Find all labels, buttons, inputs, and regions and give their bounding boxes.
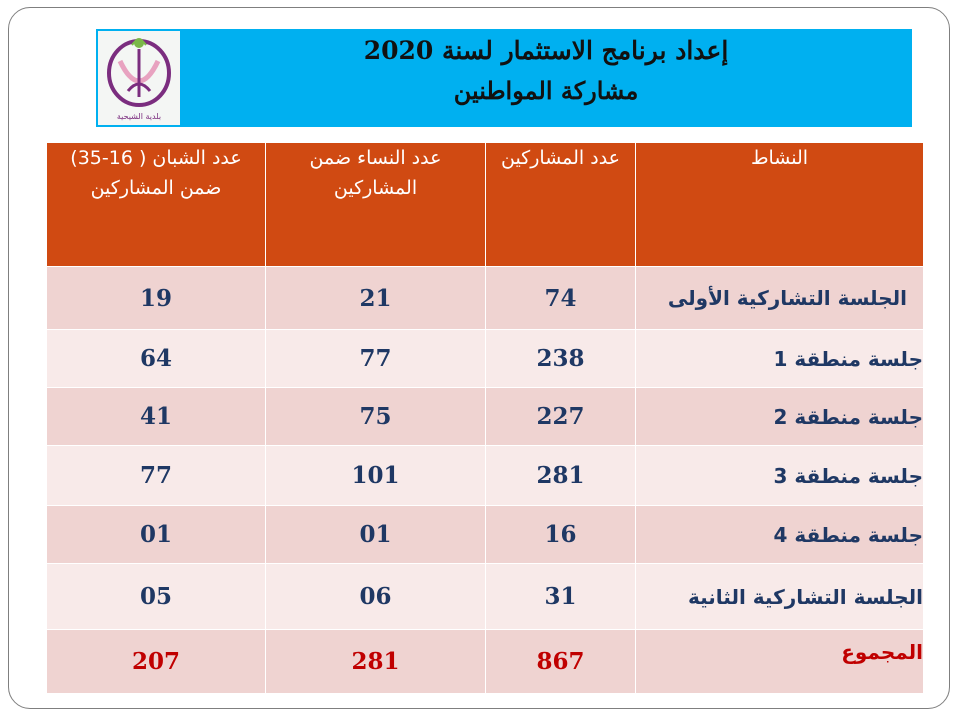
row-women: 06 bbox=[265, 563, 486, 630]
table-row: جلسة منطقة 1 238 77 64 bbox=[46, 329, 924, 388]
row-activity: جلسة منطقة 4 bbox=[635, 505, 924, 564]
row-youth: 01 bbox=[46, 505, 266, 564]
row-participants: 31 bbox=[485, 563, 636, 630]
table-row: الجلسة التشاركية الثانية 31 06 05 bbox=[46, 563, 924, 630]
total-youth: 207 bbox=[46, 629, 266, 694]
row-women: 01 bbox=[265, 505, 486, 564]
logo-emblem-icon bbox=[107, 38, 171, 107]
header-participants: عدد المشاركين bbox=[485, 142, 636, 267]
table-total-row: المجموع 867 281 207 bbox=[46, 629, 924, 694]
page-title: إعداد برنامج الاستثمار لسنة 2020 bbox=[363, 36, 729, 65]
row-youth: 77 bbox=[46, 445, 266, 506]
total-label: المجموع bbox=[635, 629, 924, 694]
table-row: جلسة منطقة 2 227 75 41 bbox=[46, 387, 924, 446]
total-participants: 867 bbox=[485, 629, 636, 694]
row-women: 77 bbox=[265, 329, 486, 388]
table-row: جلسة منطقة 3 281 101 77 bbox=[46, 445, 924, 506]
total-women: 281 bbox=[265, 629, 486, 694]
row-women: 75 bbox=[265, 387, 486, 446]
row-participants: 227 bbox=[485, 387, 636, 446]
row-activity: جلسة منطقة 3 bbox=[635, 445, 924, 506]
row-activity: جلسة منطقة 2 bbox=[635, 387, 924, 446]
slide-frame bbox=[8, 7, 950, 709]
header-women: عدد النساء ضمن المشاركين bbox=[265, 142, 486, 267]
row-youth: 05 bbox=[46, 563, 266, 630]
table-header-row: النشاط عدد المشاركين عدد النساء ضمن المش… bbox=[46, 142, 924, 267]
municipality-logo: بلدية الشيحية bbox=[98, 31, 180, 125]
logo-caption: بلدية الشيحية bbox=[116, 112, 162, 121]
row-women: 101 bbox=[265, 445, 486, 506]
row-activity: الجلسة التشاركية الأولى bbox=[635, 266, 924, 330]
row-participants: 16 bbox=[485, 505, 636, 564]
row-youth: 64 bbox=[46, 329, 266, 388]
row-participants: 238 bbox=[485, 329, 636, 388]
title-banner bbox=[96, 29, 912, 127]
row-activity: جلسة منطقة 1 bbox=[635, 329, 924, 388]
row-activity: الجلسة التشاركية الثانية bbox=[635, 563, 924, 630]
row-youth: 19 bbox=[46, 266, 266, 330]
row-participants: 281 bbox=[485, 445, 636, 506]
participation-table: النشاط عدد المشاركين عدد النساء ضمن المش… bbox=[46, 142, 924, 694]
row-women: 21 bbox=[265, 266, 486, 330]
table-row: جلسة منطقة 4 16 01 01 bbox=[46, 505, 924, 564]
table-row: الجلسة التشاركية الأولى 74 21 19 bbox=[46, 266, 924, 330]
header-activity: النشاط bbox=[635, 142, 924, 267]
header-youth: عدد الشبان ( 16-35) ضمن المشاركين bbox=[46, 142, 266, 267]
page-subtitle: مشاركة المواطنين bbox=[453, 76, 639, 105]
row-participants: 74 bbox=[485, 266, 636, 330]
row-youth: 41 bbox=[46, 387, 266, 446]
